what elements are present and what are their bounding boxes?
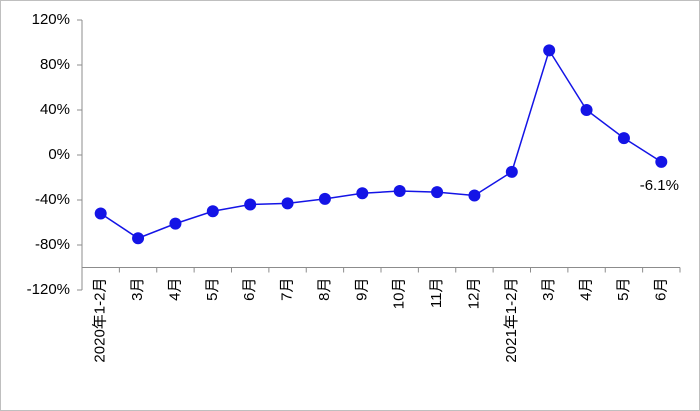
x-tick-label: 4月: [166, 278, 183, 301]
point: [169, 217, 182, 230]
x-tick-label: 5月: [615, 278, 632, 301]
x-tick-label: 2020年1-2月: [92, 278, 109, 363]
x-tick-label: 11月: [428, 278, 445, 309]
y-tick-label: 0%: [48, 146, 70, 163]
point: [318, 192, 331, 205]
x-tick-label: 4月: [578, 278, 595, 301]
y-tick-label: -120%: [27, 281, 70, 298]
x-tick-label: 2021年1-2月: [503, 278, 520, 363]
y-tick-label: -80%: [35, 236, 70, 253]
x-tick-label: 6月: [241, 278, 258, 301]
point: [356, 187, 369, 200]
point: [281, 197, 294, 210]
point: [393, 185, 406, 197]
x-tick-label: 5月: [204, 278, 221, 301]
x-tick-label: 9月: [353, 278, 370, 301]
point: [206, 205, 219, 218]
x-tick-label: 7月: [279, 278, 296, 301]
y-tick-label: -40%: [35, 191, 70, 208]
point: [468, 189, 481, 202]
point: [132, 232, 145, 245]
y-tick-label: 120%: [32, 11, 70, 28]
series-line: [100, 48, 662, 240]
x-tick-label: 3月: [129, 278, 146, 301]
point: [505, 165, 518, 178]
point: [244, 198, 257, 211]
x-tick-label: 10月: [391, 278, 408, 310]
point: [94, 207, 107, 220]
x-tick-label: 12月: [465, 278, 482, 310]
y-tick-label: 80%: [40, 56, 70, 73]
point: [617, 132, 630, 145]
x-tick-label: 8月: [316, 278, 333, 301]
point: [431, 186, 444, 199]
point: [580, 104, 593, 116]
x-tick-label: 6月: [652, 278, 669, 301]
x-tick-label: 3月: [540, 278, 557, 301]
data-label: -6.1%: [640, 177, 679, 194]
point: [543, 44, 556, 57]
y-tick-label: 40%: [40, 101, 70, 118]
point: [655, 155, 668, 168]
